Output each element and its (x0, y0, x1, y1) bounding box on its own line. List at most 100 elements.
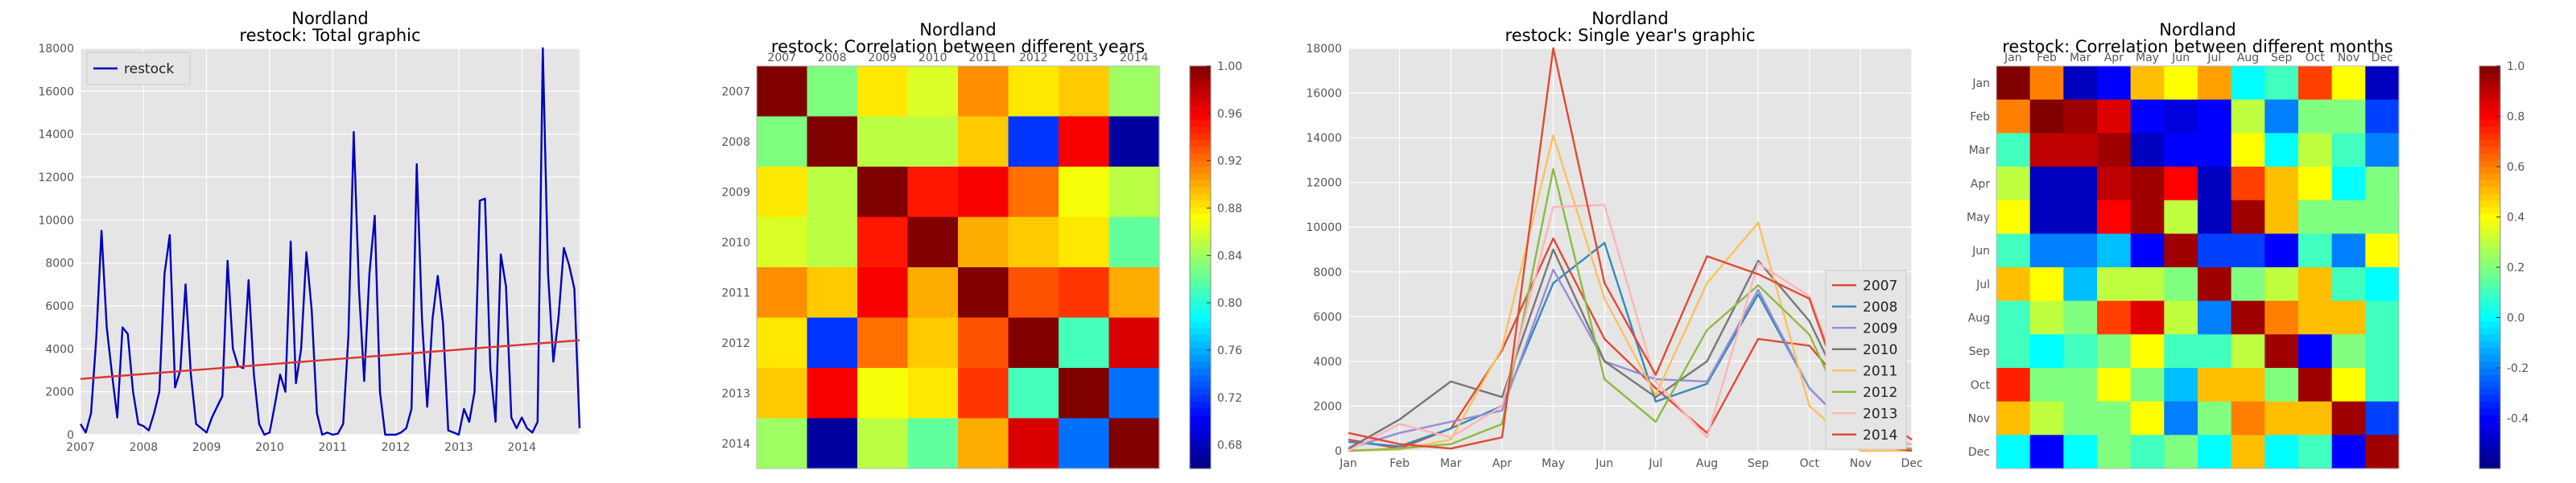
heatmap-months-cell (2029, 401, 2064, 436)
chart-single-year-series-2012-line (1348, 167, 1913, 452)
heatmap-years-x-tick-label: 2009 (868, 52, 897, 64)
heatmap-months-y-tick-label: Jul (1975, 279, 1990, 291)
heatmap-months-cell (2264, 368, 2299, 402)
heatmap-years-cell (1008, 217, 1059, 268)
chart-single-year-legend-entry: 2012 (1863, 385, 1897, 401)
heatmap-years-colorbar-segment (1190, 361, 1211, 369)
heatmap-months-cell (2130, 133, 2165, 167)
heatmap-years-colorbar-segment (1190, 280, 1211, 288)
heatmap-months-colorbar-segment (2479, 167, 2500, 174)
chart-total-x-tick-label: 2014 (507, 441, 536, 454)
heatmap-years-cell (757, 267, 808, 319)
heatmap-years-colorbar-segment (1190, 167, 1211, 174)
heatmap-months-cell (2063, 133, 2098, 167)
chart-single-year: 0 2000 4000 6000 8000 10000 12000 14000 16000 180… (1306, 43, 1922, 470)
heatmap-months-cell (2097, 233, 2132, 268)
heatmap-years-cell (807, 167, 858, 218)
heatmap-months-cell (2298, 267, 2333, 302)
heatmap-years-colorbar-label: 0.72 (1217, 392, 1242, 405)
heatmap-years-cell (757, 317, 808, 369)
chart-total-x-tick-label: 2013 (444, 441, 473, 454)
chart-single-year-x-tick-label: Aug (1696, 457, 1718, 470)
heatmap-years-cell (907, 217, 959, 268)
heatmap-years-colorbar-label: 0.68 (1217, 440, 1242, 452)
heatmap-months-cell (2130, 66, 2165, 101)
heatmap-months-cell (2164, 66, 2198, 101)
heatmap-months-cell (2264, 66, 2299, 101)
heatmap-months-colorbar-segment (2479, 287, 2500, 295)
chart-total-legend: restock (86, 52, 191, 85)
heatmap-years-cell (1108, 317, 1160, 369)
heatmap-years-colorbar-segment (1190, 173, 1211, 181)
heatmap-years-cell (958, 167, 1009, 218)
chart-total-legend-entry: restock (124, 61, 174, 77)
heatmap-months-cell (2063, 267, 2098, 302)
heatmap-months-y-tick-label: Sep (1969, 345, 1991, 358)
heatmap-months-colorbar-segment (2479, 267, 2500, 275)
heatmap-months-cell (2365, 368, 2400, 402)
heatmap-months-cell (2063, 233, 2098, 268)
heatmap-years-cell (807, 116, 858, 167)
heatmap-months-cell (2365, 66, 2400, 101)
heatmap-years-cell (907, 418, 959, 469)
heatmap-months-cell (2130, 334, 2165, 369)
heatmap-years-cell (857, 217, 909, 268)
chart-single-year-x-tick-label: Apr (1492, 457, 1512, 470)
heatmap-months-y-tick-label: Mar (1969, 144, 1991, 157)
heatmap-months-cell (1996, 300, 2031, 335)
heatmap-years-cell (958, 368, 1009, 419)
heatmap-years-cell (807, 368, 858, 419)
heatmap-months-cell (2198, 435, 2232, 469)
heatmap-months-cell (1996, 99, 2031, 134)
heatmap-years-cell (1059, 317, 1110, 369)
chart-single-year-legend-entry: 2009 (1863, 320, 1897, 336)
heatmap-months-colorbar-label: 0.0 (2507, 312, 2524, 325)
heatmap-years-cell (807, 267, 858, 319)
heatmap-months-cell (2331, 300, 2366, 335)
heatmap-months-cell (2164, 368, 2198, 402)
heatmap-months-colorbar-segment (2479, 159, 2500, 167)
heatmap-years-y-tick-label: 2014 (721, 438, 750, 451)
heatmap-months-cell (2331, 133, 2366, 167)
heatmap-months-colorbar-segment (2479, 106, 2500, 114)
heatmap-years-cell (757, 368, 808, 419)
heatmap-years-colorbar-segment (1190, 147, 1211, 154)
heatmap-months-cell (2231, 200, 2265, 234)
chart-single-year-x-tick-label: Mar (1440, 457, 1462, 470)
heatmap-years: 2007 2008 2009 2010 2011 2012 2013 2014 2007 2008… (721, 52, 1242, 469)
heatmap-years-y-tick-label: 2010 (721, 237, 750, 250)
heatmap-years-x-tick-label: 2014 (1120, 52, 1149, 64)
heatmap-months-x-tick-label: Mar (2070, 52, 2091, 64)
heatmap-years-cell (1108, 368, 1160, 419)
heatmap-months-y-tick-label: May (1967, 212, 1990, 225)
chart-single-year-y-tick-label: 0 (1335, 445, 1342, 458)
heatmap-months-subtitle: restock: Correlation between different m… (2002, 37, 2393, 56)
heatmap-months-colorbar-segment (2479, 139, 2500, 147)
heatmap-months-colorbar-segment (2479, 308, 2500, 315)
heatmap-months-cell (2097, 435, 2132, 469)
heatmap-months-cell (2198, 200, 2232, 234)
heatmap-months-cell (1996, 233, 2031, 268)
heatmap-months-cell (2365, 401, 2400, 436)
heatmap-months-colorbar-segment (2479, 394, 2500, 402)
chart-total-y-tick-label: 4000 (45, 343, 74, 356)
heatmap-months-y-tick-label: Jan (1971, 77, 1990, 90)
heatmap-months-cell (2063, 99, 2098, 134)
heatmap-years-cell (1059, 267, 1110, 319)
heatmap-months-colorbar-segment (2479, 294, 2500, 302)
heatmap-months-colorbar-segment (2479, 113, 2500, 121)
heatmap-months-cell (1996, 133, 2031, 167)
heatmap-months-colorbar-segment (2479, 200, 2500, 208)
chart-single-year-series-2009-line (1348, 268, 1913, 452)
heatmap-months-cell (2365, 99, 2400, 134)
heatmap-years-cell (857, 167, 909, 218)
chart-total-x-tick-label: 2007 (66, 441, 95, 454)
heatmap-months-colorbar-segment (2479, 334, 2500, 342)
heatmap-months-cell (2264, 300, 2299, 335)
heatmap-months-colorbar-segment (2479, 72, 2500, 80)
heatmap-years-colorbar-frame (1189, 65, 1212, 469)
heatmap-months-cell (2264, 99, 2299, 134)
heatmap-years-colorbar-segment (1190, 139, 1211, 147)
heatmap-years-colorbar-segment (1190, 200, 1211, 208)
chart-total-x-tick-label: 2010 (255, 441, 284, 454)
